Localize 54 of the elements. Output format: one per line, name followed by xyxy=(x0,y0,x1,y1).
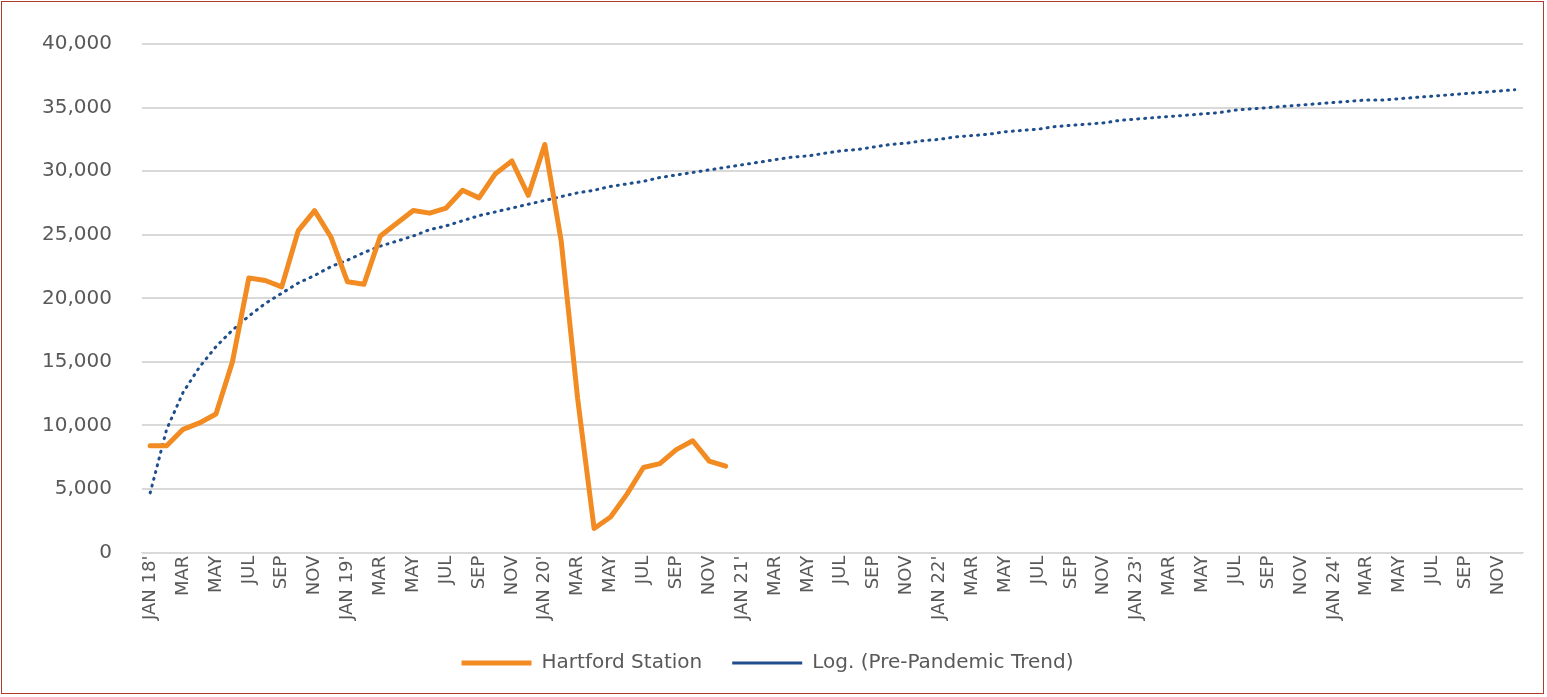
x-tick-label: JAN 20' xyxy=(532,555,554,622)
x-tick-label: JAN 21' xyxy=(729,555,751,622)
x-tick-label: SEP xyxy=(663,555,685,590)
x-tick-label: JAN 22' xyxy=(927,555,949,622)
x-tick-label: JUL xyxy=(828,555,850,586)
legend-label: Hartford Station xyxy=(541,649,703,674)
x-tick-label: JUL xyxy=(433,555,455,586)
x-tick-label: MAR xyxy=(1157,555,1179,597)
x-tick-label: NOV xyxy=(894,554,916,596)
x-tick-label: NOV xyxy=(1486,554,1508,596)
y-tick-label: 30,000 xyxy=(42,157,112,182)
legend-label: Log. (Pre-Pandemic Trend) xyxy=(812,649,1074,674)
x-tick-label: SEP xyxy=(1255,555,1277,590)
x-tick-label: MAR xyxy=(1354,555,1376,597)
x-tick-label: NOV xyxy=(302,554,324,596)
x-tick-label: MAR xyxy=(762,555,784,597)
y-tick-label: 5,000 xyxy=(54,475,112,500)
y-tick-label: 0 xyxy=(99,538,112,563)
x-tick-label: JUL xyxy=(631,555,653,586)
y-tick-label: 15,000 xyxy=(42,348,112,373)
x-tick-label: JUL xyxy=(1025,555,1047,586)
line-series xyxy=(148,88,1517,495)
x-tick-label: MAY xyxy=(203,554,225,594)
x-tick-label: MAY xyxy=(598,554,620,594)
x-tick-label: MAR xyxy=(170,555,192,597)
y-tick-label: 10,000 xyxy=(42,411,112,436)
x-tick-label: MAY xyxy=(992,554,1014,594)
x-tick-label: MAR xyxy=(565,555,587,597)
x-tick-label: NOV xyxy=(1091,554,1113,596)
x-tick-label: MAY xyxy=(400,554,422,594)
x-tick-label: MAR xyxy=(368,555,390,597)
x-tick-label: SEP xyxy=(466,555,488,590)
y-tick-label: 35,000 xyxy=(42,93,112,118)
x-tick-label: NOV xyxy=(499,554,521,596)
x-tick-label: SEP xyxy=(861,555,883,590)
x-tick-label: JAN 19' xyxy=(335,555,357,622)
x-tick-label: JAN 18' xyxy=(137,555,159,622)
x-tick-label: JUL xyxy=(236,555,258,586)
x-tick-label: NOV xyxy=(1288,554,1310,596)
x-tick-label: MAR xyxy=(959,555,981,597)
x-tick-label: NOV xyxy=(696,554,718,596)
x-tick-label: MAY xyxy=(1387,554,1409,594)
x-tick-label: SEP xyxy=(269,555,291,590)
x-tick-label: SEP xyxy=(1453,555,1475,590)
x-tick-label: SEP xyxy=(1058,555,1080,590)
x-tick-label: JAN 24' xyxy=(1321,555,1343,622)
y-tick-label: 20,000 xyxy=(42,284,112,309)
x-tick-label: MAY xyxy=(1190,554,1212,594)
y-tick-label: 25,000 xyxy=(42,220,112,245)
x-tick-label: JUL xyxy=(1222,555,1244,586)
x-tick-label: JAN 23' xyxy=(1124,555,1146,622)
x-tick-label: JUL xyxy=(1420,555,1442,586)
x-tick-label: MAY xyxy=(795,554,817,594)
y-tick-label: 40,000 xyxy=(42,30,112,55)
